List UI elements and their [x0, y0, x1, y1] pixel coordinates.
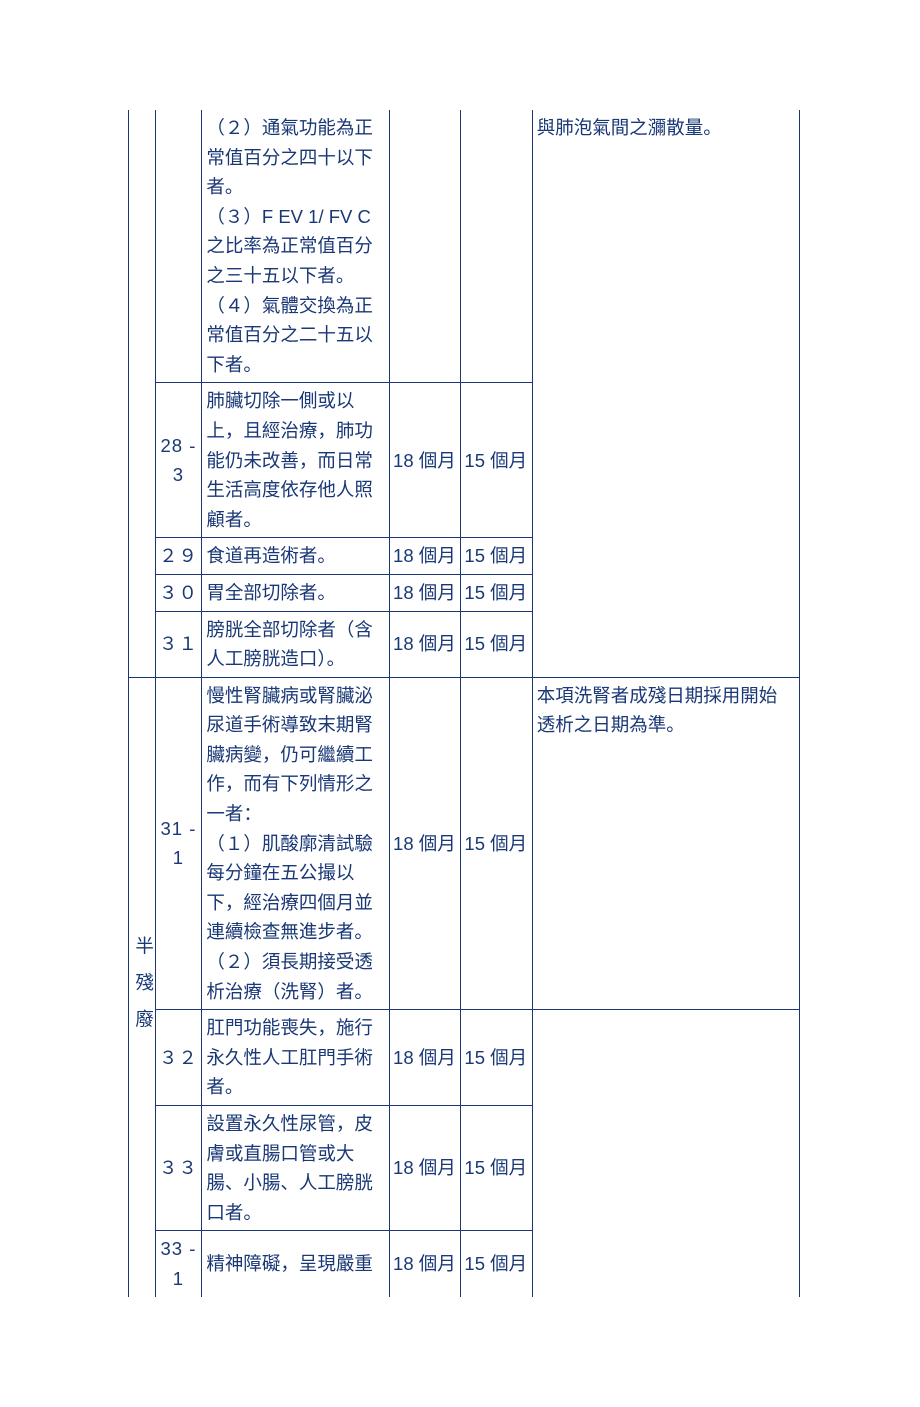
- num-cell: ３２: [155, 1010, 202, 1106]
- month2-cell: 15 個月: [461, 677, 532, 1010]
- note-cell: 本項洗腎者成殘日期採用開始透析之日期為準。: [532, 677, 799, 1010]
- table-row: （２）通氣功能為正常值百分之四十以下者。（３）F EV 1/ FV C之比率為正…: [129, 110, 800, 383]
- month2-cell: 15 個月: [461, 383, 532, 538]
- desc-cell: 胃全部切除者。: [202, 574, 390, 611]
- desc-cell: 肺臟切除一側或以上，且經治療，肺功能仍未改善，而日常生活高度依存他人照顧者。: [202, 383, 390, 538]
- disability-table: （２）通氣功能為正常值百分之四十以下者。（３）F EV 1/ FV C之比率為正…: [128, 110, 800, 1297]
- num-cell: [155, 110, 202, 383]
- month1-cell: 18 個月: [390, 538, 461, 575]
- num-cell: ３３: [155, 1106, 202, 1231]
- month2-cell: [461, 110, 532, 383]
- month1-cell: 18 個月: [390, 1010, 461, 1106]
- month2-cell: 15 個月: [461, 574, 532, 611]
- category-cell: [129, 110, 156, 677]
- num-cell: ３０: [155, 574, 202, 611]
- category-cell: 半殘廢: [129, 677, 156, 1296]
- desc-cell: 精神障礙，呈現嚴重: [202, 1231, 390, 1297]
- note-cell: [532, 1010, 799, 1297]
- month1-cell: 18 個月: [390, 574, 461, 611]
- num-cell: 33 -1: [155, 1231, 202, 1297]
- num-cell: ２９: [155, 538, 202, 575]
- month2-cell: 15 個月: [461, 1010, 532, 1106]
- month1-cell: [390, 110, 461, 383]
- month2-cell: 15 個月: [461, 1106, 532, 1231]
- num-cell: 31 -1: [155, 677, 202, 1010]
- month1-cell: 18 個月: [390, 677, 461, 1010]
- month1-cell: 18 個月: [390, 383, 461, 538]
- num-cell: ３１: [155, 611, 202, 677]
- desc-cell: 膀胱全部切除者（含人工膀胱造口）。: [202, 611, 390, 677]
- table-row: 半殘廢 31 -1 慢性腎臟病或腎臟泌尿道手術導致末期腎臟病變，仍可繼續工作，而…: [129, 677, 800, 1010]
- desc-cell: 肛門功能喪失，施行永久性人工肛門手術者。: [202, 1010, 390, 1106]
- desc-cell: （２）通氣功能為正常值百分之四十以下者。（３）F EV 1/ FV C之比率為正…: [202, 110, 390, 383]
- month1-cell: 18 個月: [390, 1231, 461, 1297]
- note-cell: 與肺泡氣間之瀰散量。: [532, 110, 799, 677]
- month2-cell: 15 個月: [461, 1231, 532, 1297]
- month2-cell: 15 個月: [461, 611, 532, 677]
- desc-cell: 食道再造術者。: [202, 538, 390, 575]
- table-row: ３２ 肛門功能喪失，施行永久性人工肛門手術者。 18 個月 15 個月: [129, 1010, 800, 1106]
- desc-cell: 慢性腎臟病或腎臟泌尿道手術導致末期腎臟病變，仍可繼續工作，而有下列情形之一者：（…: [202, 677, 390, 1010]
- desc-cell: 設置永久性尿管，皮膚或直腸口管或大腸、小腸、人工膀胱口者。: [202, 1106, 390, 1231]
- month1-cell: 18 個月: [390, 1106, 461, 1231]
- num-cell: 28 -3: [155, 383, 202, 538]
- category-label: 半殘廢: [129, 928, 159, 1046]
- month2-cell: 15 個月: [461, 538, 532, 575]
- month1-cell: 18 個月: [390, 611, 461, 677]
